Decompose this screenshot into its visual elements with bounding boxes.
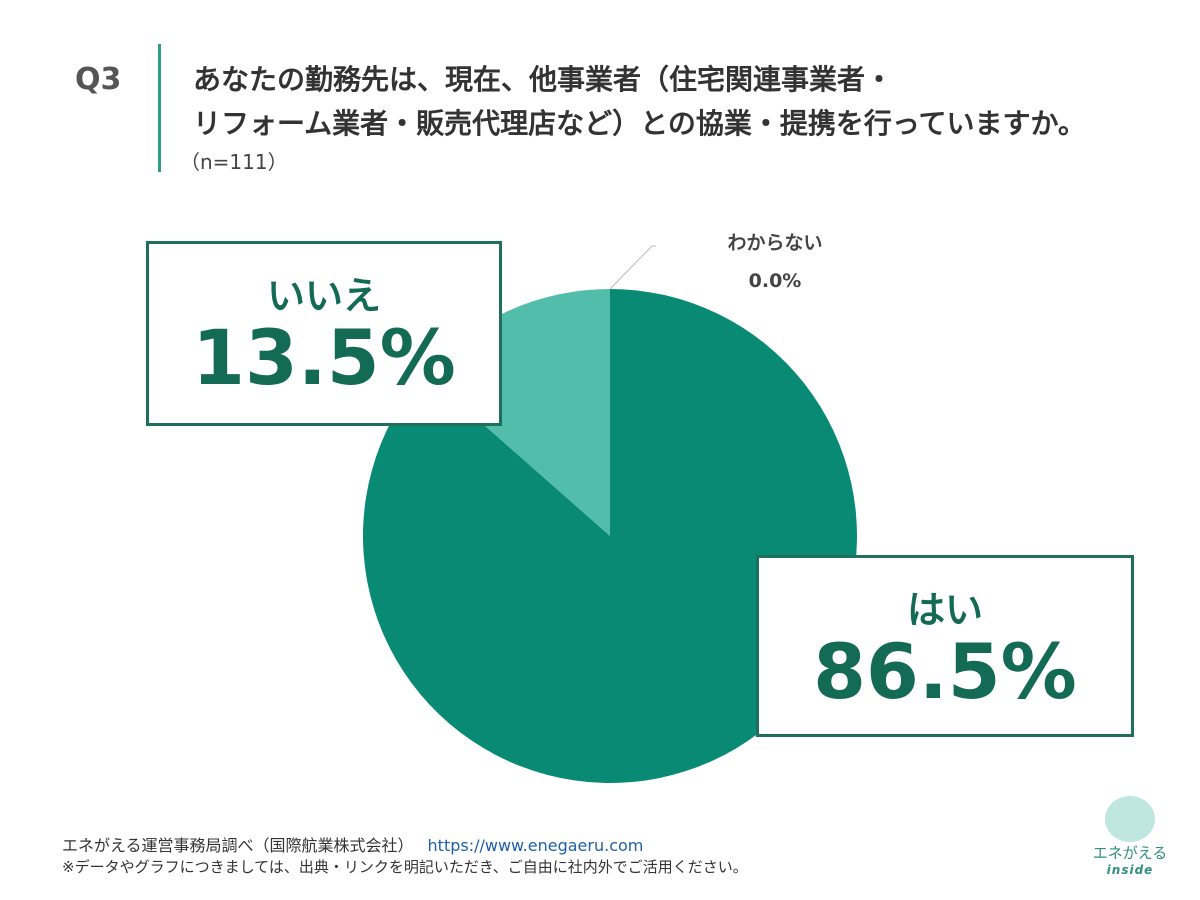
sample-size: （n=111）	[180, 150, 288, 174]
source-text: エネがえる運営事務局調べ（国際航業株式会社）	[62, 836, 414, 855]
title-line-2: リフォーム業者・販売代理店など）との協業・提携を行っていますか。	[193, 107, 1086, 140]
pie-slice-yes	[362, 289, 858, 784]
usage-note: ※データやグラフにつきましては、出典・リンクを明記いただき、ご自由に社内外でご活…	[62, 858, 748, 876]
logo-subtext: inside	[1106, 863, 1154, 877]
data-label-yes: 86.5%	[813, 627, 1077, 716]
logo-frog-icon	[1105, 796, 1155, 842]
source: エネがえる運営事務局調べ（国際航業株式会社） https://www.enegae…	[62, 832, 643, 856]
slice-label-no: いいえ	[266, 274, 381, 318]
data-label-no: 13.5%	[192, 313, 456, 402]
data-label-unknown: 0.0%	[748, 270, 802, 292]
logo: エネがえる inside	[1088, 796, 1172, 877]
label-box-no: いいえ 13.5%	[146, 241, 502, 426]
label-unknown: わからない 0.0%	[700, 224, 850, 300]
label-box-yes: はい 86.5%	[756, 555, 1134, 737]
question-number: Q3	[75, 62, 122, 97]
slice-label-unknown: わからない	[727, 232, 823, 254]
logo-text: エネがえる	[1092, 844, 1168, 862]
leader-line	[609, 245, 653, 290]
accent-bar	[158, 44, 161, 172]
page-title: あなたの勤務先は、現在、他事業者（住宅関連事業者・ リフォーム業者・販売代理店な…	[193, 58, 1086, 146]
title-line-1: あなたの勤務先は、現在、他事業者（住宅関連事業者・	[193, 63, 894, 96]
slice-label-yes: はい	[906, 588, 983, 632]
source-link[interactable]: https://www.enegaeru.com	[427, 836, 644, 855]
